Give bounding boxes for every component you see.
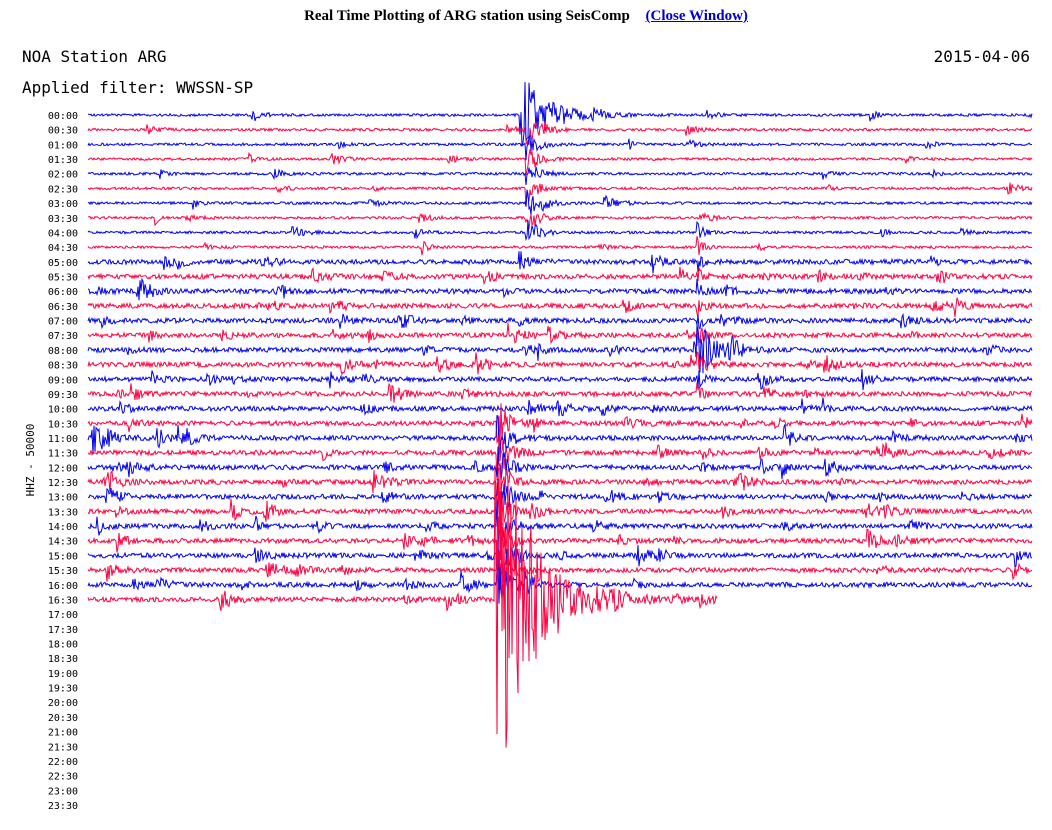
- waveform-trace: [87, 538, 1033, 575]
- time-label: 15:30: [48, 566, 78, 577]
- time-label: 21:30: [48, 742, 78, 753]
- waveform-trace: [87, 297, 1033, 317]
- time-label: 12:00: [48, 463, 78, 474]
- waveform-trace: [87, 414, 1033, 457]
- time-label: 02:00: [48, 170, 78, 181]
- waveform-trace: [87, 540, 1033, 590]
- time-label: 09:30: [48, 390, 78, 401]
- time-label: 11:00: [48, 434, 78, 445]
- waveform-trace: [87, 397, 1033, 417]
- time-label: 09:00: [48, 375, 78, 386]
- time-label: 04:30: [48, 243, 78, 254]
- time-label: 01:30: [48, 155, 78, 166]
- waveform-trace: [87, 500, 1033, 547]
- time-label: 06:00: [48, 287, 78, 298]
- waveform-trace: [87, 462, 718, 748]
- waveform-trace: [87, 382, 1032, 403]
- waveform-trace: [87, 251, 1033, 274]
- waveform-trace: [87, 491, 1033, 531]
- time-label: 17:00: [48, 610, 78, 621]
- time-label: 07:30: [48, 331, 78, 342]
- waveform-trace: [87, 182, 1033, 207]
- waveform-trace: [87, 236, 1033, 256]
- time-label: 08:30: [48, 361, 78, 372]
- time-label: 06:30: [48, 302, 78, 313]
- time-label: 23:30: [48, 801, 78, 812]
- waveform-trace: [87, 134, 1033, 161]
- time-label: 18:30: [48, 654, 78, 665]
- time-label: 08:00: [48, 346, 78, 357]
- page-title: Real Time Plotting of ARG station using …: [304, 8, 630, 24]
- time-label: 16:00: [48, 581, 78, 592]
- waveform-trace: [87, 446, 1033, 481]
- waveform-trace: [87, 478, 1033, 515]
- time-label: 17:30: [48, 625, 78, 636]
- time-label: 14:30: [48, 537, 78, 548]
- waveform-trace: [87, 277, 1032, 301]
- waveform-trace: [87, 266, 1033, 286]
- channel-label: HHZ - 50000: [24, 424, 37, 497]
- time-label: 07:00: [48, 317, 78, 328]
- waveform-trace: [87, 121, 1033, 145]
- waveform-trace: [87, 516, 1033, 571]
- time-label: 19:30: [48, 684, 78, 695]
- waveform-trace: [87, 468, 1033, 511]
- time-label: 16:30: [48, 595, 78, 606]
- time-label: 02:30: [48, 184, 78, 195]
- time-label: 18:00: [48, 640, 78, 651]
- close-window-link[interactable]: (Close Window): [645, 8, 748, 24]
- time-label: 05:30: [48, 272, 78, 283]
- waveform-trace: [87, 166, 1033, 185]
- waveform-trace: [87, 403, 1033, 447]
- time-label: 20:30: [48, 713, 78, 724]
- date-label: 2015-04-06: [934, 47, 1030, 66]
- time-label: 00:00: [48, 111, 78, 122]
- time-label: 00:30: [48, 126, 78, 137]
- time-labels: 00:00 00:30 01:00 01:30 02:00 02:30 03:00 03:30…: [48, 111, 78, 812]
- waveform-trace: [87, 324, 1033, 374]
- time-label: 23:00: [48, 786, 78, 797]
- waveform-trace: [88, 369, 1033, 391]
- time-label: 20:00: [48, 698, 78, 709]
- time-label: 15:00: [48, 551, 78, 562]
- time-label: 19:00: [48, 669, 78, 680]
- waveform-trace: [87, 189, 1033, 215]
- time-label: 21:00: [48, 728, 78, 739]
- time-label: 22:30: [48, 772, 78, 783]
- time-label: 22:00: [48, 757, 78, 768]
- time-label: 03:00: [48, 199, 78, 210]
- station-label: NOA Station ARG: [22, 47, 167, 66]
- time-label: 04:00: [48, 228, 78, 239]
- waveform-trace: [87, 211, 1033, 230]
- traces: [87, 82, 1033, 748]
- time-label: 05:00: [48, 258, 78, 269]
- waveform-trace: [87, 350, 1032, 376]
- header: Real Time Plotting of ARG station using …: [0, 0, 1052, 30]
- waveform-trace: [87, 312, 1033, 330]
- time-label: 13:00: [48, 493, 78, 504]
- time-label: 13:30: [48, 507, 78, 518]
- time-label: 03:30: [48, 214, 78, 225]
- time-label: 12:30: [48, 478, 78, 489]
- time-label: 10:00: [48, 405, 78, 416]
- waveform-trace: [87, 435, 1033, 481]
- time-label: 01:00: [48, 140, 78, 151]
- waveform-trace: [87, 322, 1033, 347]
- waveform-trace: [87, 220, 1033, 242]
- time-label: 11:30: [48, 449, 78, 460]
- time-label: 14:00: [48, 522, 78, 533]
- time-label: 10:30: [48, 419, 78, 430]
- filter-label: Applied filter: WWSSN-SP: [22, 78, 253, 97]
- waveform-trace: [87, 149, 1033, 176]
- waveform-trace: [88, 82, 1033, 147]
